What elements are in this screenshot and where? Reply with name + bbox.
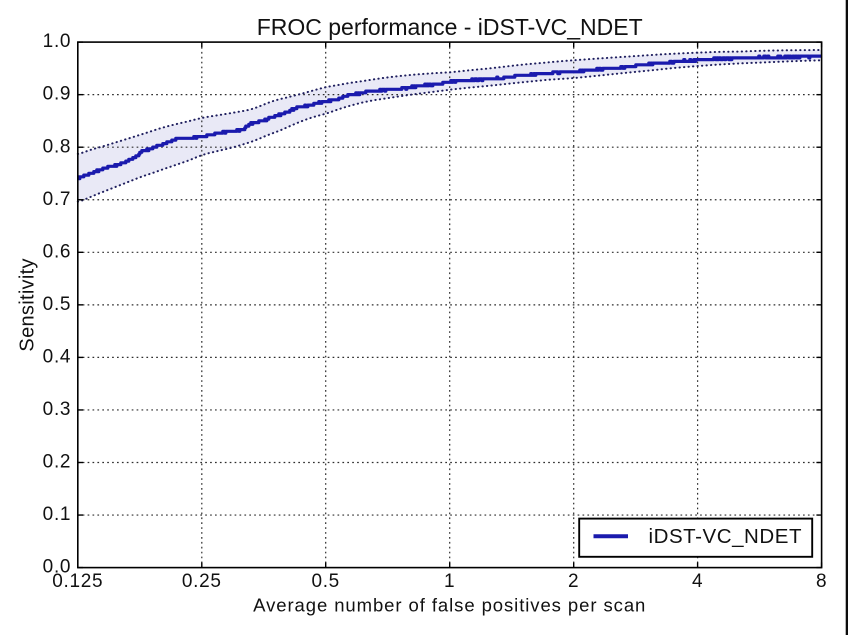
svg-text:1.0: 1.0 [43, 31, 72, 52]
svg-text:0.8: 0.8 [43, 136, 72, 157]
svg-text:0.25: 0.25 [182, 571, 222, 592]
svg-text:FROC performance - iDST-VC_NDE: FROC performance - iDST-VC_NDET [257, 14, 643, 40]
svg-text:2: 2 [568, 571, 579, 592]
svg-text:0.4: 0.4 [43, 347, 72, 368]
svg-text:0.1: 0.1 [43, 504, 72, 525]
svg-text:0.0: 0.0 [43, 557, 72, 578]
svg-text:1: 1 [444, 571, 455, 592]
svg-text:0.7: 0.7 [43, 189, 72, 210]
svg-text:Sensitivity: Sensitivity [17, 258, 39, 351]
svg-text:0.9: 0.9 [43, 84, 72, 105]
svg-text:0.3: 0.3 [43, 399, 72, 420]
svg-text:0.5: 0.5 [43, 294, 72, 315]
svg-text:0.125: 0.125 [52, 571, 103, 592]
svg-text:0.5: 0.5 [311, 571, 340, 592]
svg-text:iDST-VC_NDET: iDST-VC_NDET [649, 525, 803, 548]
svg-text:0.6: 0.6 [43, 241, 72, 262]
svg-text:Average number of false positi: Average number of false positives per sc… [253, 594, 646, 615]
svg-text:0.2: 0.2 [43, 452, 72, 473]
svg-text:8: 8 [816, 571, 827, 592]
svg-text:4: 4 [692, 571, 703, 592]
